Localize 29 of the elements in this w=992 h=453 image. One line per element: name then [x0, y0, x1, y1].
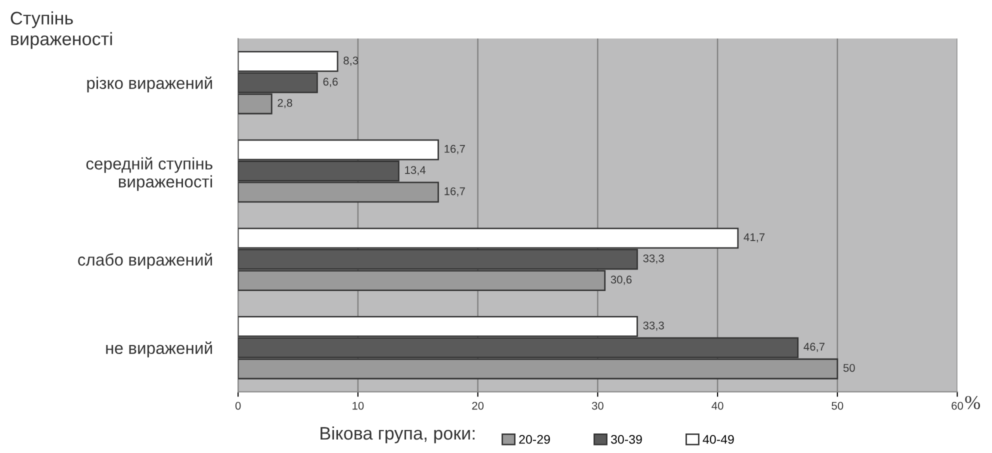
x-tick-label: 0 [235, 402, 241, 410]
data-label: 30,6 [610, 276, 632, 285]
data-label: 8,3 [344, 56, 358, 66]
data-label: 46,7 [804, 342, 824, 352]
x-tick-label: 20 [472, 402, 484, 410]
x-tick-label: 40 [712, 402, 724, 410]
legend-title: Вікова група, роки: [320, 426, 475, 444]
x-axis-title: % [965, 396, 980, 410]
data-label: 16,7 [444, 187, 465, 197]
data-label: 41,7 [744, 233, 765, 242]
x-tick-label: 50 [832, 402, 844, 410]
data-label: 33,3 [643, 254, 664, 264]
legend-label: 30-39 [610, 434, 642, 444]
data-label: 50 [843, 364, 855, 372]
data-label: 6,6 [323, 78, 338, 87]
y-tick-label: не виражений [106, 341, 212, 358]
data-label: 2,8 [278, 98, 292, 108]
y-tick-label: різко виражений [87, 76, 212, 92]
y-tick-label: слабо виражений [78, 253, 212, 269]
y-tick-label: середній ступінь вираженості [86, 157, 212, 191]
y-axis-title: Ступінь вираженості [10, 11, 112, 49]
legend-label: 20-29 [519, 434, 550, 444]
legend-label: 40-49 [702, 434, 734, 444]
data-label: 33,3 [643, 322, 664, 331]
data-label: 13,4 [405, 166, 426, 176]
x-tick-label: 10 [352, 402, 364, 410]
x-tick-label: 60 [952, 402, 964, 410]
x-tick-label: 30 [592, 402, 604, 410]
data-label: 16,7 [444, 144, 465, 154]
